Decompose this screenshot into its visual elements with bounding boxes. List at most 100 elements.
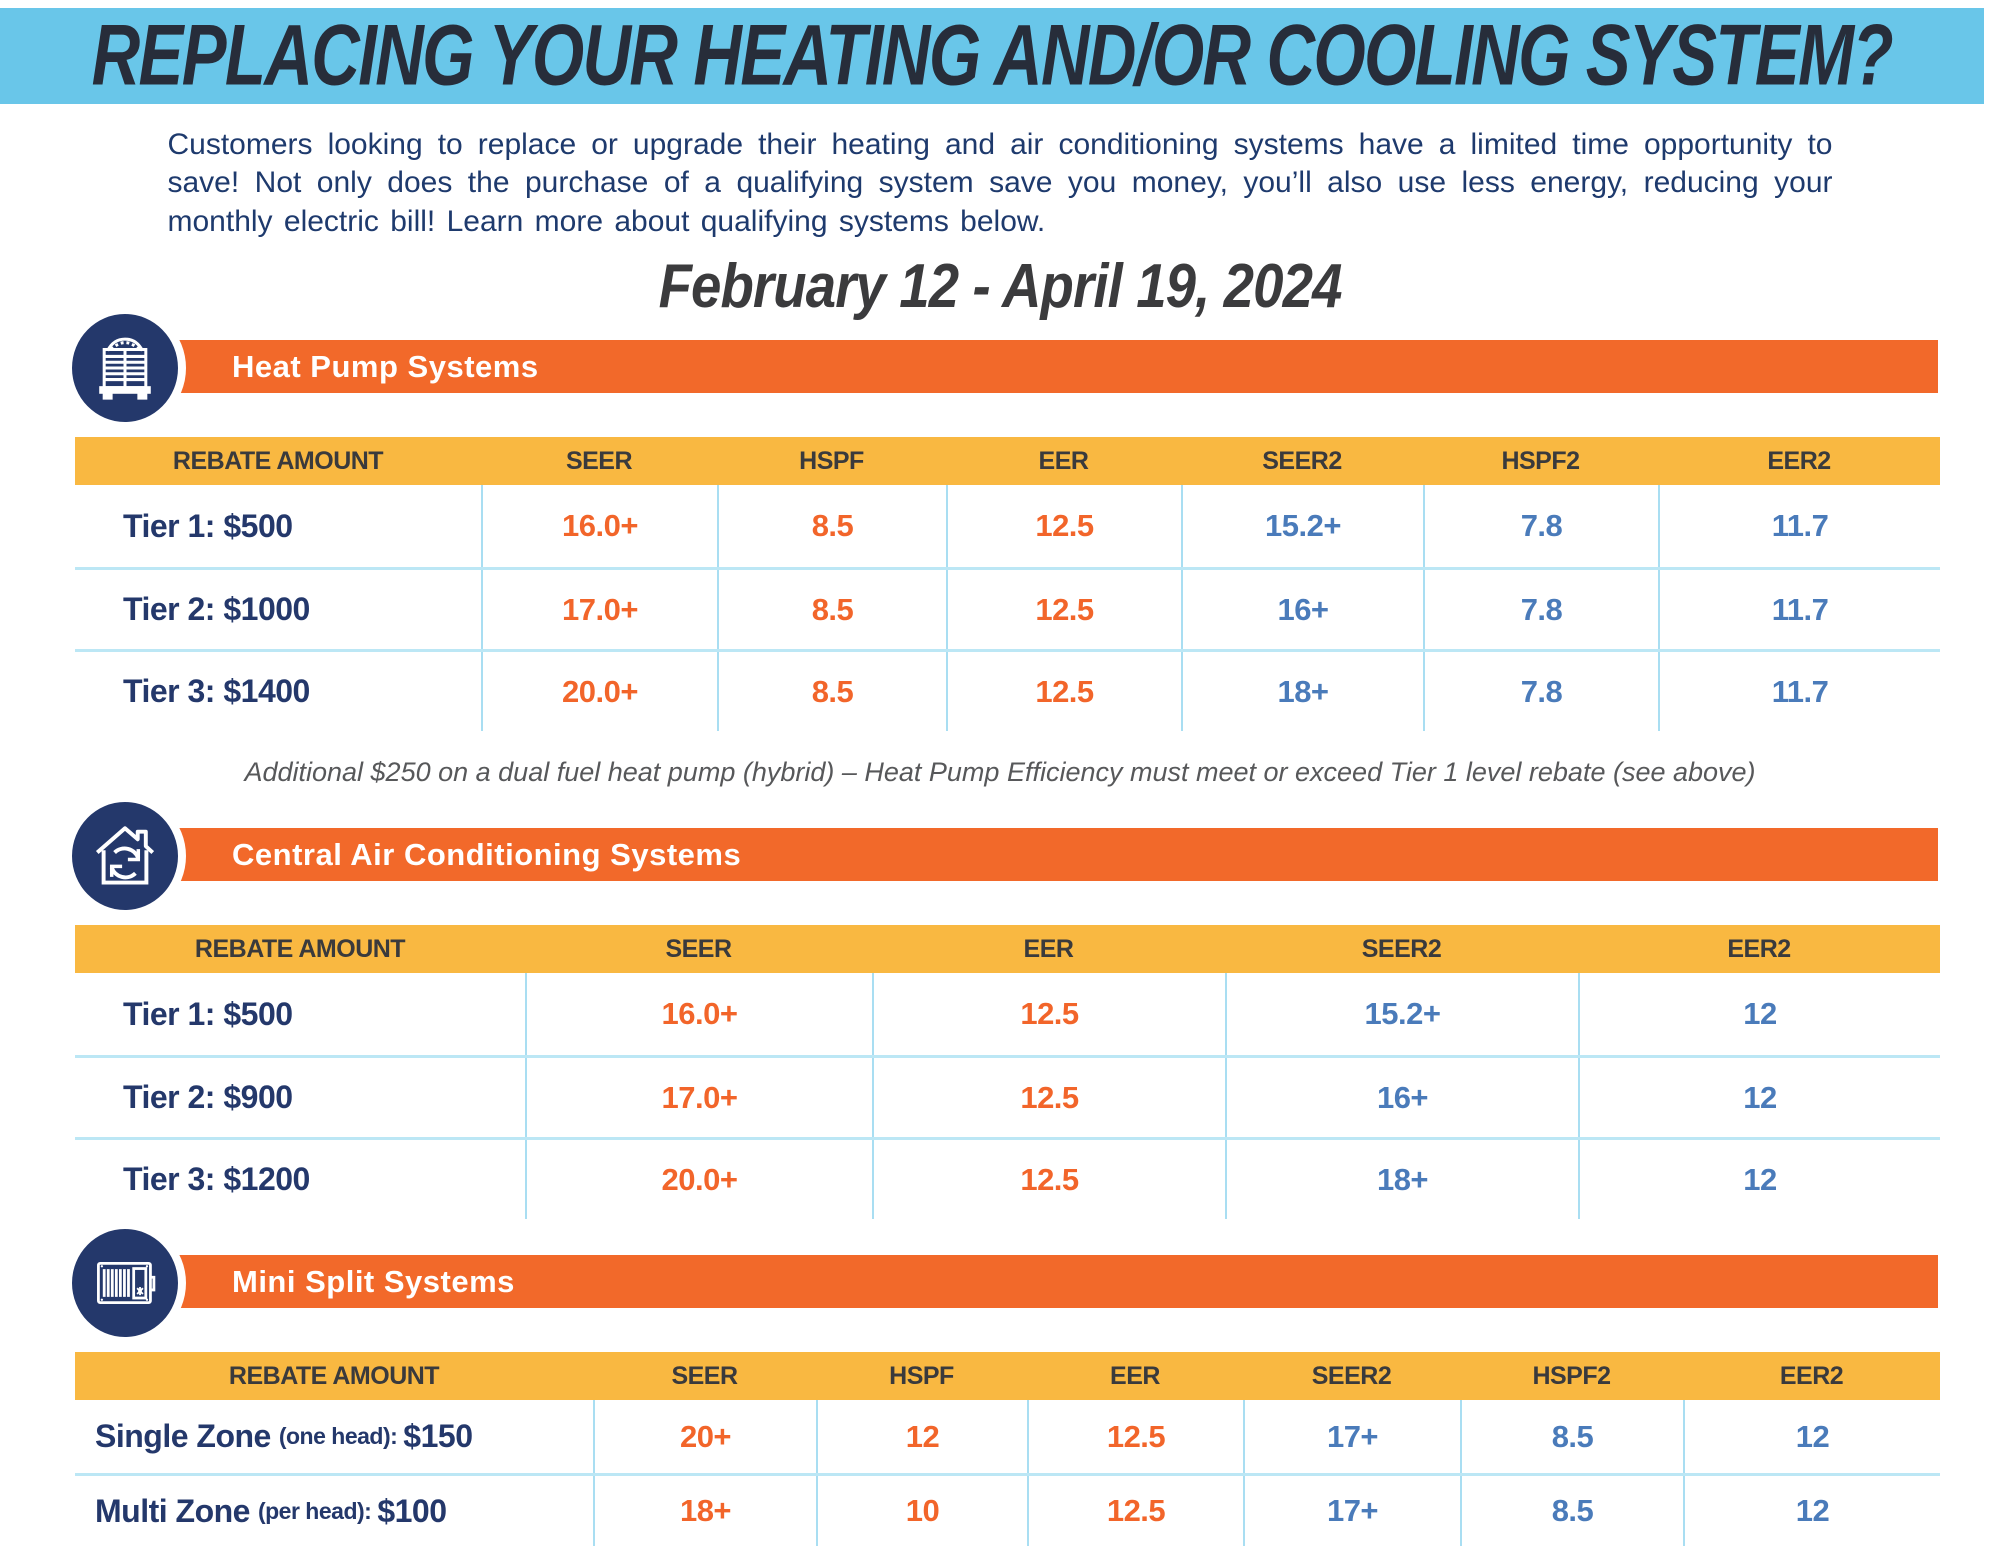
value-cell: 12.5 <box>946 570 1181 650</box>
column-header: SEER2 <box>1361 934 1442 963</box>
rebate-table: REBATE AMOUNT SEER EER SEER2 EER2 Tier 1: $50… <box>75 925 1940 1220</box>
section-note: Additional $250 on a dual fuel heat pump… <box>244 757 1756 788</box>
value-cell: 8.5 <box>717 652 946 732</box>
rebate-table: REBATE AMOUNT SEER HSPF EER SEER2 HSPF2 EER2 Si… <box>75 1352 1940 1547</box>
value-cell: 16.0+ <box>525 973 872 1056</box>
value-cell: 12.5 <box>1027 1400 1243 1474</box>
section-title: Central Air Conditioning Systems <box>232 836 742 872</box>
table-body: Single Zone (one head): $150 20+ 12 12.5 17+ 8.… <box>75 1400 1940 1547</box>
row-label: Tier 3: $1400 <box>123 673 310 710</box>
table-header-row: REBATE AMOUNT SEER HSPF EER SEER2 HSPF2 EER2 <box>75 1352 1940 1401</box>
value-cell: 16+ <box>1181 570 1423 650</box>
section-header-bar: Heat Pump Systems <box>64 306 1938 431</box>
value-cell: 12.5 <box>946 485 1181 568</box>
mini-split-icon <box>64 1221 186 1346</box>
column-header: HSPF2 <box>1532 1361 1611 1390</box>
value-cell: 8.5 <box>717 570 946 650</box>
value-cell: 8.5 <box>717 485 946 568</box>
column-header: HSPF2 <box>1501 446 1580 475</box>
value-cell: 16.0+ <box>481 485 717 568</box>
value-cell: 7.8 <box>1423 652 1658 732</box>
column-header: SEER <box>671 1361 738 1390</box>
section-title: Heat Pump Systems <box>232 348 539 384</box>
column-header: SEER <box>565 446 633 475</box>
table-header-row: REBATE AMOUNT SEER HSPF EER SEER2 HSPF2 EER2 <box>75 437 1940 486</box>
table-row: Tier 2: $900 17.0+ 12.5 16+ 12 <box>75 1055 1940 1138</box>
section-heat-pump: Heat Pump Systems REBATE AMOUNT SEER HSPF EE… <box>0 306 2000 788</box>
value-cell: 12.5 <box>872 1140 1225 1220</box>
value-cell: 12 <box>1683 1476 1940 1547</box>
rebate-table: REBATE AMOUNT SEER HSPF EER SEER2 HSPF2 EER2 Ti… <box>75 437 1940 732</box>
promo-date-range: February 12 - April 19, 2024 <box>658 252 1343 322</box>
section-header-bar: Mini Split Systems <box>64 1221 1938 1346</box>
row-label: Single Zone (one head): $150 <box>95 1418 473 1455</box>
column-header: EER <box>1110 1361 1160 1390</box>
table-header-row: REBATE AMOUNT SEER EER SEER2 EER2 <box>75 925 1940 974</box>
table-body: Tier 1: $500 16.0+ 12.5 15.2+ 12 Tier 2: $900… <box>75 973 1940 1220</box>
date-row: February 12 - April 19, 2024 <box>0 251 2000 322</box>
value-cell: 8.5 <box>1460 1400 1683 1474</box>
column-header: SEER <box>665 934 732 963</box>
section-central-air: Central Air Conditioning Systems REBATE A… <box>0 794 2000 1220</box>
table-row: Single Zone (one head): $150 20+ 12 12.5 17+ 8.… <box>75 1400 1940 1474</box>
column-header: REBATE AMOUNT <box>194 934 406 963</box>
value-cell: 11.7 <box>1658 652 1940 732</box>
section-header-bar: Central Air Conditioning Systems <box>64 794 1938 919</box>
page-title: REPLACING YOUR HEATING AND/OR COOLING SY… <box>91 7 1894 104</box>
value-cell: 20+ <box>593 1400 816 1474</box>
value-cell: 12.5 <box>946 652 1181 732</box>
row-label: Tier 2: $1000 <box>123 591 310 628</box>
table-row: Tier 1: $500 16.0+ 8.5 12.5 15.2+ 7.8 11.7 <box>75 485 1940 568</box>
column-header: SEER2 <box>1262 446 1342 475</box>
column-header: REBATE AMOUNT <box>172 446 384 475</box>
column-header: REBATE AMOUNT <box>228 1361 440 1390</box>
column-header: EER2 <box>1779 1361 1844 1390</box>
table-row: Multi Zone (per head): $100 18+ 10 12.5 17+ 8.5… <box>75 1473 1940 1547</box>
table-row: Tier 3: $1200 20.0+ 12.5 18+ 12 <box>75 1137 1940 1220</box>
value-cell: 17+ <box>1243 1476 1460 1547</box>
column-header: HSPF <box>799 446 864 475</box>
value-cell: 12 <box>816 1400 1027 1474</box>
value-cell: 17.0+ <box>481 570 717 650</box>
value-cell: 7.8 <box>1423 485 1658 568</box>
value-cell: 15.2+ <box>1181 485 1423 568</box>
row-label: Tier 3: $1200 <box>123 1161 310 1198</box>
column-header: EER <box>1023 934 1074 963</box>
value-cell: 12 <box>1578 973 1940 1056</box>
column-header: HSPF <box>889 1361 954 1390</box>
value-cell: 11.7 <box>1658 570 1940 650</box>
value-cell: 11.7 <box>1658 485 1940 568</box>
value-cell: 17.0+ <box>525 1058 872 1138</box>
value-cell: 20.0+ <box>481 652 717 732</box>
rebate-sections: Heat Pump Systems REBATE AMOUNT SEER HSPF EE… <box>0 306 2000 1547</box>
value-cell: 15.2+ <box>1225 973 1578 1056</box>
row-label: Tier 1: $500 <box>123 995 293 1032</box>
column-header: EER2 <box>1767 446 1831 475</box>
value-cell: 16+ <box>1225 1058 1578 1138</box>
row-label: Multi Zone (per head): $100 <box>95 1492 447 1529</box>
section-title: Mini Split Systems <box>232 1263 515 1299</box>
value-cell: 10 <box>816 1476 1027 1547</box>
intro-paragraph: Customers looking to replace or upgrade … <box>167 128 1833 238</box>
table-row: Tier 1: $500 16.0+ 12.5 15.2+ 12 <box>75 973 1940 1056</box>
value-cell: 20.0+ <box>525 1140 872 1220</box>
value-cell: 18+ <box>1181 652 1423 732</box>
value-cell: 7.8 <box>1423 570 1658 650</box>
value-cell: 12.5 <box>872 973 1225 1056</box>
table-body: Tier 1: $500 16.0+ 8.5 12.5 15.2+ 7.8 11.7 Tier… <box>75 485 1940 732</box>
row-label: Tier 1: $500 <box>123 507 293 544</box>
table-row: Tier 3: $1400 20.0+ 8.5 12.5 18+ 7.8 11.7 <box>75 649 1940 732</box>
heat-pump-icon <box>64 306 186 431</box>
section-mini-split: Mini Split Systems REBATE AMOUNT SEER HSPF E… <box>0 1221 2000 1547</box>
value-cell: 12 <box>1578 1058 1940 1138</box>
value-cell: 18+ <box>1225 1140 1578 1220</box>
column-header: EER <box>1038 446 1089 475</box>
value-cell: 12 <box>1578 1140 1940 1220</box>
table-row: Tier 2: $1000 17.0+ 8.5 12.5 16+ 7.8 11.7 <box>75 567 1940 650</box>
column-header: EER2 <box>1727 934 1791 963</box>
header-banner: REPLACING YOUR HEATING AND/OR COOLING SY… <box>0 8 1984 104</box>
column-header: SEER2 <box>1311 1361 1392 1390</box>
value-cell: 12.5 <box>872 1058 1225 1138</box>
row-label: Tier 2: $900 <box>123 1079 293 1116</box>
value-cell: 12 <box>1683 1400 1940 1474</box>
